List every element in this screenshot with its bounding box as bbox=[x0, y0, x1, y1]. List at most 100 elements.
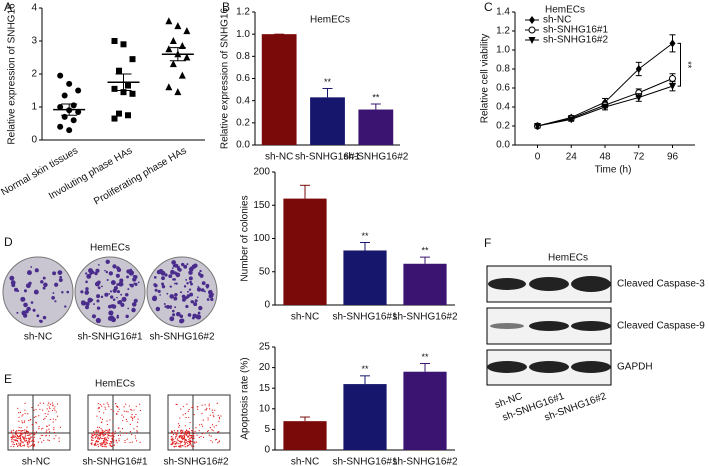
x-tick-label: sh-SNHG16#2 bbox=[343, 152, 408, 163]
x-tick-label: Proliferating phase HAs bbox=[92, 145, 188, 207]
colony bbox=[209, 293, 214, 298]
flow-dot bbox=[103, 442, 105, 444]
colony bbox=[168, 274, 173, 279]
flow-dot bbox=[110, 435, 112, 437]
flow-dot bbox=[21, 429, 23, 432]
flow-dot bbox=[97, 429, 99, 431]
error-bar bbox=[420, 256, 430, 264]
chart-title: HemECs bbox=[310, 15, 350, 26]
y-tick-label: 100 bbox=[253, 233, 270, 244]
flow-dot bbox=[16, 443, 18, 445]
flow-dot bbox=[39, 408, 41, 410]
point bbox=[183, 53, 191, 61]
y-axis-label: Number of colonies bbox=[240, 195, 251, 281]
flow-dot bbox=[102, 435, 104, 437]
flow-dot bbox=[109, 443, 111, 445]
flow-dot bbox=[49, 418, 51, 421]
flow-dot bbox=[98, 435, 100, 437]
colony bbox=[30, 301, 34, 304]
colony bbox=[58, 278, 63, 283]
flow-dot bbox=[48, 410, 50, 412]
colony bbox=[161, 284, 166, 289]
flow-dot bbox=[108, 432, 110, 435]
flow-dot bbox=[191, 437, 194, 439]
flow-dot bbox=[53, 408, 55, 410]
band bbox=[571, 276, 611, 292]
flow-dot bbox=[131, 409, 133, 411]
colony bbox=[170, 269, 174, 273]
flow-dot bbox=[103, 412, 105, 414]
flow-dot bbox=[116, 405, 118, 408]
error-bar bbox=[360, 241, 370, 251]
y-tick-label: 0.0 bbox=[236, 140, 250, 151]
flow-dot bbox=[12, 443, 14, 445]
flow-dot bbox=[13, 445, 15, 448]
flow-dot bbox=[203, 432, 205, 434]
legend-marker bbox=[529, 16, 535, 24]
point bbox=[57, 123, 64, 130]
flow-dot bbox=[32, 442, 34, 444]
flow-dot bbox=[35, 416, 37, 418]
flow-dot bbox=[126, 438, 128, 440]
flow-dot bbox=[15, 437, 18, 439]
flow-dot bbox=[99, 433, 101, 435]
flow-dot bbox=[21, 420, 23, 422]
flow-dot bbox=[19, 444, 21, 446]
flow-dot bbox=[101, 443, 103, 445]
band bbox=[488, 278, 526, 290]
colony bbox=[97, 286, 101, 290]
flow-dot bbox=[131, 419, 134, 421]
flow-dot bbox=[28, 440, 31, 442]
flow-dot bbox=[112, 436, 114, 438]
flow-dot bbox=[202, 436, 205, 438]
colony bbox=[137, 281, 140, 284]
y-tick-label: 0 bbox=[31, 135, 37, 146]
point bbox=[111, 115, 118, 122]
flow-dot bbox=[17, 444, 19, 446]
flow-dot bbox=[100, 431, 102, 433]
flow-dot bbox=[117, 411, 119, 413]
band bbox=[529, 361, 569, 373]
flow-dot bbox=[111, 434, 113, 437]
flow-dot bbox=[178, 446, 180, 448]
flow-dot bbox=[102, 431, 105, 433]
flow-dot bbox=[171, 432, 173, 434]
flow-dot bbox=[10, 445, 12, 448]
flow-dot bbox=[121, 414, 123, 416]
colony bbox=[177, 267, 182, 272]
flow-dot bbox=[45, 415, 47, 418]
flow-dot bbox=[100, 437, 102, 440]
flow-dot bbox=[136, 421, 139, 423]
flow-dot bbox=[196, 434, 198, 436]
colony bbox=[61, 291, 64, 294]
colony bbox=[172, 278, 175, 281]
flow-dot bbox=[93, 433, 95, 435]
panel-label: D bbox=[4, 235, 13, 249]
flow-dot bbox=[103, 403, 105, 405]
flow-dot bbox=[95, 444, 97, 446]
flow-dot bbox=[101, 418, 104, 420]
flow-dot bbox=[51, 409, 54, 412]
flow-dot bbox=[183, 438, 185, 440]
flow-dot bbox=[31, 433, 33, 435]
y-tick-label: 0.2 bbox=[496, 121, 510, 132]
flow-dot bbox=[109, 419, 111, 421]
flow-dot bbox=[172, 437, 174, 439]
colony bbox=[164, 273, 168, 277]
y-tick-label: 1.0 bbox=[236, 29, 250, 40]
bar bbox=[358, 109, 394, 145]
flow-dot bbox=[182, 439, 184, 441]
flow-dot bbox=[134, 435, 136, 437]
flow-dot bbox=[139, 403, 141, 405]
colony bbox=[161, 273, 164, 276]
flow-dot bbox=[114, 430, 116, 432]
y-axis-label: Relative expression of SNHG16 bbox=[220, 7, 231, 149]
significance: ** bbox=[421, 352, 429, 362]
colony bbox=[129, 268, 133, 272]
flow-dot bbox=[108, 406, 110, 408]
flow-dot bbox=[33, 436, 35, 438]
significance: ** bbox=[421, 245, 429, 255]
error-bar bbox=[370, 103, 381, 110]
flow-dot bbox=[95, 429, 97, 431]
point bbox=[111, 85, 118, 92]
